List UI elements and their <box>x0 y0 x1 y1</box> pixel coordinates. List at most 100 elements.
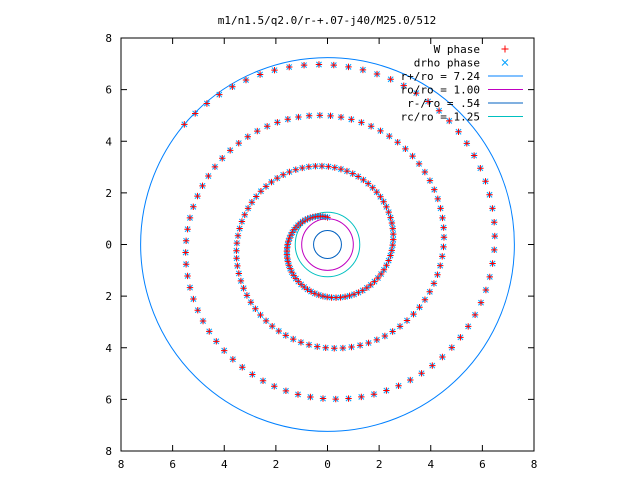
w-phase-point <box>300 61 308 69</box>
spiral-point <box>380 198 387 205</box>
w-phase-point <box>448 344 456 351</box>
w-phase-point <box>374 274 382 282</box>
w-phase-point <box>383 203 390 211</box>
spiral-point <box>477 299 485 306</box>
w-phase-point <box>271 66 278 74</box>
w-phase-point <box>388 219 396 227</box>
w-phase-point <box>182 249 189 256</box>
spiral-point <box>274 119 281 126</box>
w-phase-point <box>286 63 293 71</box>
spiral-point <box>482 178 489 185</box>
w-phase-point <box>370 391 378 398</box>
spiral-point <box>249 371 256 378</box>
spiral-point <box>370 391 378 398</box>
x-tick-label: 4 <box>427 458 434 471</box>
spiral-point <box>380 266 388 274</box>
w-phase-point <box>377 270 385 278</box>
w-phase-point <box>470 152 478 159</box>
w-phase-point <box>323 293 331 301</box>
w-phase-point <box>429 362 436 369</box>
spiral-point <box>491 232 498 240</box>
w-phase-point <box>491 232 498 240</box>
spiral-point <box>331 164 338 171</box>
w-phase-point <box>489 205 496 212</box>
w-phase-point <box>274 174 281 182</box>
w-phase-point <box>331 345 338 352</box>
w-phase-point <box>199 317 207 325</box>
w-phase-point <box>373 188 380 196</box>
w-phase-point <box>343 167 351 175</box>
w-phase-point <box>389 236 397 243</box>
spiral-point <box>299 164 306 172</box>
spiral-point <box>234 232 242 239</box>
spiral-point <box>410 310 417 318</box>
spiral-point <box>190 295 197 303</box>
w-phase-point <box>465 323 472 330</box>
spiral-point <box>377 270 385 278</box>
spiral-point <box>220 347 228 354</box>
w-phase-point <box>295 113 302 121</box>
w-phase-point <box>315 61 323 68</box>
w-phase-point <box>489 260 496 267</box>
spiral-point <box>194 192 201 200</box>
w-phase-point <box>289 229 296 236</box>
w-phase-point <box>190 203 197 210</box>
w-phase-point <box>365 180 372 187</box>
w-phase-point <box>268 178 275 186</box>
w-phase-point <box>269 322 276 330</box>
spiral-point <box>440 234 448 241</box>
spiral-point <box>348 343 355 351</box>
w-phase-point <box>407 376 414 384</box>
spiral-point <box>389 241 396 249</box>
w-phase-point <box>229 83 236 90</box>
spiral-point <box>440 224 447 231</box>
spiral-point <box>418 370 425 377</box>
spiral-point <box>271 383 278 390</box>
w-phase-point <box>194 192 201 200</box>
w-phase-point <box>403 317 411 324</box>
spiral-point <box>455 128 462 135</box>
spiral-point <box>254 127 261 135</box>
spiral-point <box>252 305 259 313</box>
spiral-point <box>325 163 332 170</box>
x-tick-label: 0 <box>324 458 331 471</box>
w-phase-point <box>316 112 324 119</box>
w-phase-point <box>234 262 241 270</box>
w-phase-point <box>367 123 375 130</box>
spiral-point <box>440 243 447 251</box>
spiral-point <box>435 107 443 114</box>
spiral-point <box>471 311 479 319</box>
w-phase-point <box>315 291 322 299</box>
w-phase-point <box>292 166 299 173</box>
w-phase-point <box>206 328 213 335</box>
spiral-point <box>373 70 381 78</box>
w-phase-point <box>367 281 374 289</box>
spiral-point <box>300 61 308 69</box>
spiral-point <box>219 155 226 162</box>
w-phase-point <box>439 353 446 361</box>
spiral-point <box>315 291 322 299</box>
w-phase-point <box>299 164 306 172</box>
spiral-point <box>257 311 264 319</box>
y-tick-label: 4 <box>105 342 112 355</box>
spiral-point <box>290 335 297 343</box>
w-phase-point <box>244 133 251 140</box>
spiral-point <box>262 317 270 325</box>
spiral-point <box>386 132 393 140</box>
w-phase-point <box>229 356 237 363</box>
spiral-point <box>229 356 237 363</box>
spiral-point <box>237 277 245 285</box>
spiral-point <box>377 127 384 135</box>
spiral-point <box>244 133 251 140</box>
spiral-point <box>318 162 326 170</box>
circle-1 <box>301 218 354 271</box>
spiral-point <box>363 284 371 292</box>
spiral-point <box>305 163 313 170</box>
spiral-point <box>314 343 321 350</box>
spiral-point <box>295 278 302 285</box>
w-phase-point <box>295 278 302 285</box>
w-phase-point <box>371 278 378 285</box>
w-phase-point <box>358 393 365 401</box>
w-phase-point <box>369 184 376 191</box>
